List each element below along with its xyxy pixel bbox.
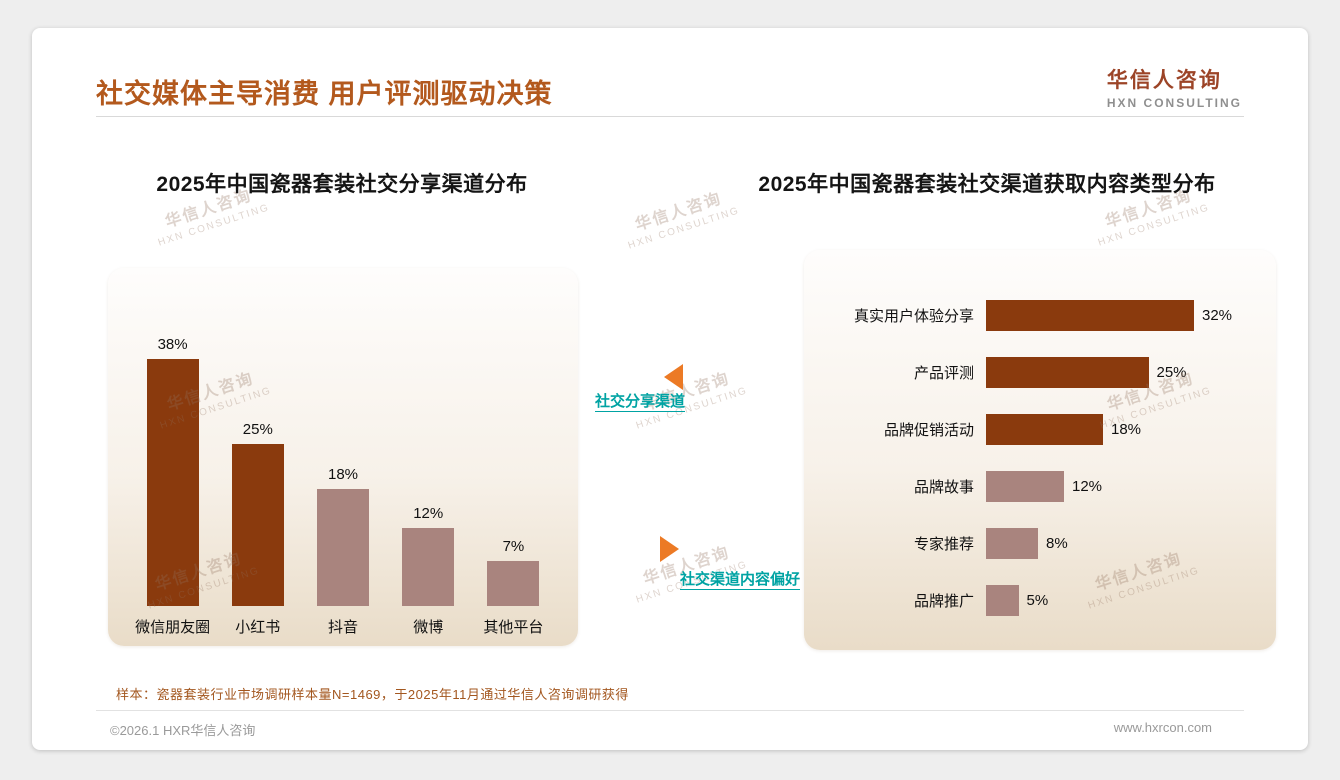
hbar-value-label: 32% <box>1202 307 1233 324</box>
bar-value-label: 7% <box>502 537 525 555</box>
hbar-value-label: 25% <box>1156 364 1187 381</box>
left-chart-title: 2025年中国瓷器套装社交分享渠道分布 <box>156 173 528 196</box>
hbar-category-label: 专家推荐 <box>913 536 974 553</box>
hbar <box>986 471 1064 502</box>
sample-footnote: 样本：瓷器套装行业市场调研样本量N=1469，于2025年11月通过华信人咨询调… <box>116 687 629 702</box>
footer-website: www.hxrcon.com <box>1113 720 1212 735</box>
hbar <box>986 300 1194 331</box>
right-chart-rows: 真实用户体验分享 32% 产品评测 25% 品牌促销活动 18% 品牌故事 12% 专家推荐 8%… <box>818 300 1268 616</box>
bar <box>146 359 199 606</box>
bar-category-label: 微信朋友圈 <box>135 619 211 636</box>
share-channel-annotation: 社交分享渠道 <box>560 390 720 412</box>
hbar-row-4: 专家推荐 8% <box>818 528 1268 559</box>
hbar-value-label: 12% <box>1072 478 1103 495</box>
hbar-row-1: 产品评测 25% <box>818 357 1268 388</box>
hbar <box>986 528 1038 559</box>
header-divider <box>96 116 1244 117</box>
left-chart-bars: 38% 微信朋友圈 25% 小红书 18% 抖音 12% 微博 7% 其他平台 <box>130 336 556 636</box>
right-chart-title: 2025年中国瓷器套装社交渠道获取内容类型分布 <box>758 173 1216 196</box>
hbar-category-label: 产品评测 <box>913 365 974 382</box>
hbar-category-label: 真实用户体验分享 <box>853 308 974 325</box>
hbar-row-2: 品牌促销活动 18% <box>818 414 1268 445</box>
bar-value-label: 12% <box>413 505 444 522</box>
bar-value-label: 38% <box>157 336 188 353</box>
bar-category-label: 微博 <box>413 619 444 636</box>
logo-cn-text: 华信人咨询 <box>1106 69 1222 92</box>
bar-column-0: 38% 微信朋友圈 <box>130 336 215 636</box>
hbar <box>986 585 1019 616</box>
watermark-line2: HXN CONSULTING <box>156 202 272 249</box>
bar <box>231 443 284 606</box>
arrow-right-icon <box>660 536 679 562</box>
content-pref-annotation: 社交渠道内容偏好 <box>680 568 880 590</box>
bar-column-4: 7% 其他平台 <box>471 538 556 637</box>
bar-column-3: 12% 微博 <box>386 505 471 636</box>
hbar <box>986 357 1149 388</box>
watermark-line2: HXN CONSULTING <box>1096 202 1212 249</box>
bar-value-label: 18% <box>327 466 359 483</box>
bar <box>402 528 455 606</box>
watermark-line2: HXN CONSULTING <box>626 205 742 252</box>
bar-value-label: 25% <box>242 420 273 438</box>
right-chart-panel: 真实用户体验分享 32% 产品评测 25% 品牌促销活动 18% 品牌故事 12% 专家推荐 8%… <box>804 250 1276 650</box>
arrow-left-icon <box>664 364 683 390</box>
hbar-category-label: 品牌故事 <box>913 479 974 496</box>
logo-en-text: HXN CONSULTING <box>1106 96 1242 110</box>
bar <box>317 489 369 606</box>
page-title: 社交媒体主导消费 用户评测驱动决策 <box>96 79 553 109</box>
hbar-row-3: 品牌故事 12% <box>818 471 1268 502</box>
hbar-value-label: 18% <box>1111 421 1142 438</box>
bar-column-1: 25% 小红书 <box>215 420 300 636</box>
hbar-category-label: 品牌促销活动 <box>883 422 974 439</box>
footer-copyright: ©2026.1 HXR华信人咨询 <box>110 723 256 738</box>
left-chart-panel: 38% 微信朋友圈 25% 小红书 18% 抖音 12% 微博 7% 其他平台 <box>108 268 578 646</box>
company-logo: 华信人咨询 HXN CONSULTING <box>1107 64 1242 110</box>
hbar <box>986 414 1103 445</box>
share-channel-label: 社交分享渠道 <box>594 393 685 412</box>
hbar-row-5: 品牌推广 5% <box>818 585 1268 616</box>
bar-category-label: 其他平台 <box>483 619 544 636</box>
footer-divider <box>96 710 1244 711</box>
bar <box>487 560 540 606</box>
bar-category-label: 抖音 <box>328 619 359 636</box>
hbar-value-label: 5% <box>1026 592 1049 609</box>
content-pref-label: 社交渠道内容偏好 <box>680 571 801 590</box>
bar-column-2: 18% 抖音 <box>300 466 385 636</box>
bar-category-label: 小红书 <box>235 619 281 636</box>
hbar-value-label: 8% <box>1046 535 1068 552</box>
slide-card: 社交媒体主导消费 用户评测驱动决策 华信人咨询 HXN CONSULTING 2… <box>32 28 1308 750</box>
hbar-row-0: 真实用户体验分享 32% <box>818 300 1268 331</box>
hbar-category-label: 品牌推广 <box>913 593 974 610</box>
